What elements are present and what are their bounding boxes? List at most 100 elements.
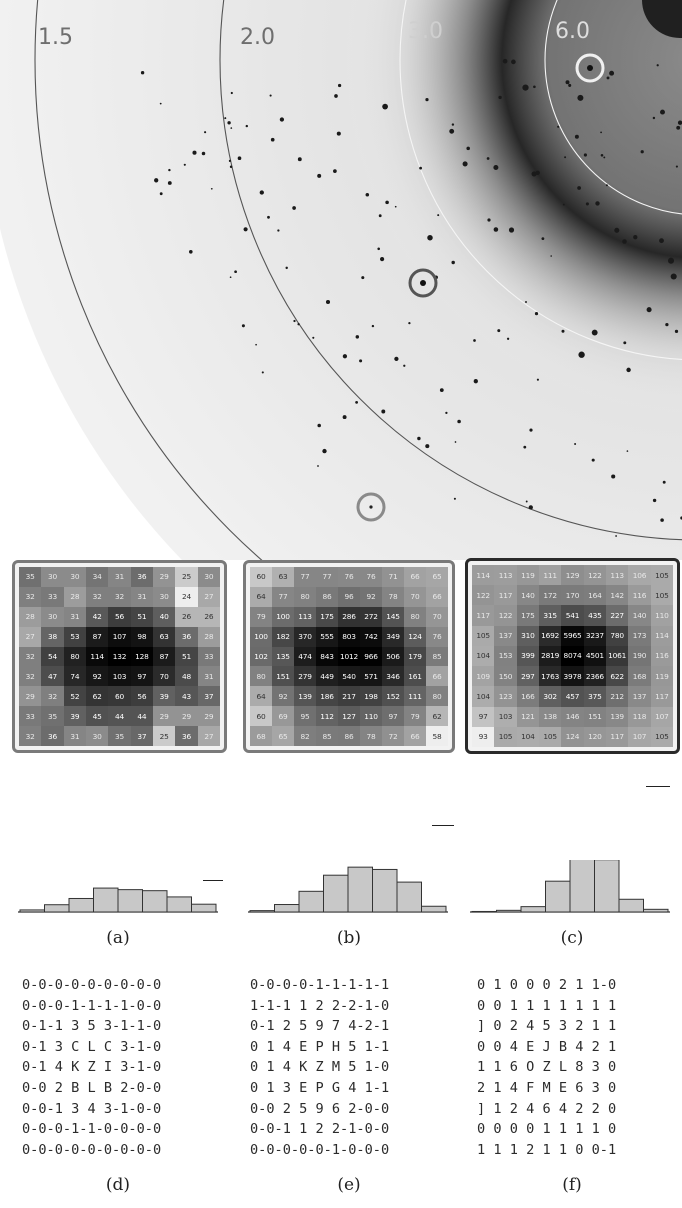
char-grid-row: 0 1 4 E P H 5 1-1 (250, 1038, 390, 1055)
reflection-spot (408, 321, 411, 325)
histogram-bar (249, 910, 275, 913)
reflection-spot (237, 156, 242, 161)
char-grid-row: 0-0-0-0-0-0-0-0-0 (22, 1141, 162, 1158)
pixel-cell: 56 (108, 606, 131, 627)
reflection-spot (224, 117, 227, 120)
pixel-cell: 64 (250, 686, 272, 707)
pixel-cell: 346 (382, 666, 404, 687)
pixel-cell: 103 (108, 666, 131, 687)
histogram-bar (191, 903, 217, 913)
reflection-spot (259, 190, 264, 195)
pixel-cell: 540 (338, 666, 360, 687)
pixel-cell: 38 (41, 626, 64, 647)
pixel-cell: 123 (494, 686, 517, 707)
pixel-cell: 122 (583, 565, 606, 586)
pixel-cell: 66 (404, 567, 426, 587)
reflection-spot (336, 131, 341, 136)
pixel-cell: 86 (338, 726, 360, 746)
reflection-spot (486, 157, 490, 160)
char-grid-row: 0-0-0-0-0-1-0-0-0 (250, 1141, 390, 1158)
reflection-spot (229, 165, 233, 168)
pixel-cell: 53 (63, 626, 86, 647)
reflection-spot (557, 125, 560, 128)
char-grid-row: ] 0 2 4 5 3 2 1 1 (477, 1018, 617, 1035)
pixel-cell: 286 (338, 606, 360, 627)
pixel-cell: 96 (338, 586, 360, 607)
reflection-spot (611, 474, 616, 479)
pixel-cell: 4501 (583, 645, 606, 667)
reflection-spot (382, 103, 388, 110)
pixel-cell: 85 (316, 726, 338, 746)
pixel-cell: 78 (360, 726, 382, 746)
pixel-cell: 153 (494, 645, 517, 667)
reflection-spot (377, 247, 380, 251)
char-grid-row: 0-0-1 3 4 3-1-0-0 (22, 1100, 162, 1117)
pixel-cell: 29 (175, 706, 198, 727)
char-grid-row: 0-0 2 5 9 6 2-0-0 (250, 1100, 390, 1117)
pixel-grid-panel-b: 60 63 77 77 76 76 71 66 65 64 77 80 86 96 92 78 70 66 79 10… (243, 560, 455, 753)
char-grid-row: 0-1 3 C L C 3-1-0 (22, 1038, 162, 1055)
reflection-spot (342, 415, 347, 420)
reflection-spot (626, 450, 629, 452)
pixel-cell: 77 (272, 586, 294, 607)
pixel-cell: 103 (494, 706, 517, 727)
pixel-cell: 121 (516, 706, 539, 727)
reflection-spot (670, 273, 677, 280)
resolution-ring-2.0 (219, 0, 682, 541)
pixel-cell: 74 (63, 666, 86, 687)
reflection-spot (227, 121, 231, 125)
pixel-cell: 5965 (561, 625, 584, 646)
pixel-cell: 92 (360, 586, 382, 607)
reflection-spot (312, 336, 315, 339)
pixel-cell: 44 (130, 706, 153, 727)
reflection-spot (234, 270, 237, 274)
pixel-cell: 76 (360, 567, 382, 587)
pixel-cell: 30 (63, 567, 86, 587)
char-grid-row: 0-0-0-1-1-0-0-0-0 (22, 1121, 162, 1138)
reflection-spot (600, 154, 604, 157)
pixel-cell: 97 (130, 666, 153, 687)
pixel-cell: 66 (404, 726, 426, 746)
reflection-spot (535, 170, 540, 175)
pixel-cell: 370 (294, 626, 316, 647)
reflection-spot (533, 85, 536, 89)
reflection-spot (439, 388, 444, 392)
reflection-spot (487, 218, 491, 222)
char-grid-f: 0 1 0 0 0 2 1 1-0 0 0 1 1 1 1 1 1 1] 0 2 … (477, 975, 616, 1160)
reflection-spot (675, 165, 678, 168)
reflection-spot (317, 173, 322, 178)
pixel-cell: 98 (130, 626, 153, 647)
pixel-cell: 87 (153, 646, 176, 667)
pixel-cell: 69 (272, 706, 294, 727)
reflection-spot (525, 500, 528, 503)
pixel-cell: 80 (294, 586, 316, 607)
pixel-cell: 164 (583, 585, 606, 606)
pixel-cell: 32 (19, 586, 42, 607)
reflection-spot (333, 169, 337, 173)
pixel-cell: 302 (539, 686, 562, 707)
pixel-cell: 173 (628, 625, 651, 646)
reflection-spot (531, 171, 537, 177)
pixel-cell: 77 (294, 567, 316, 587)
pixel-grid-panel-c: 114 113 119 111 129 122 113 106 105 122 117 140 172 1… (465, 558, 680, 754)
reflection-spot (577, 186, 581, 190)
pixel-cell: 186 (316, 686, 338, 707)
pixel-cell: 56 (130, 686, 153, 707)
reflection-spot (403, 364, 406, 367)
reflection-spot (292, 206, 296, 210)
reflection-spot (189, 250, 193, 254)
pixel-cell: 139 (294, 686, 316, 707)
reflection-spot (595, 201, 600, 206)
pixel-cell: 105 (494, 726, 517, 747)
pixel-cell: 129 (561, 565, 584, 586)
char-grid-e: 0-0-0-0-1-1-1-1-1 1-1-1 1 2 2-2-1-0 0-1 2 … (250, 975, 389, 1160)
pixel-cell: 31 (130, 586, 153, 607)
reflection-spot (652, 498, 657, 503)
reflection-spot (230, 91, 233, 95)
pixel-grid-a: 35 30 30 34 31 36 29 25 30 32 33 28 32 32 31 30 24 27 28 30… (19, 567, 220, 746)
pixel-cell: 118 (628, 706, 651, 727)
pixel-cell: 33 (19, 706, 42, 727)
pixel-cell: 82 (294, 726, 316, 746)
reflection-spot (427, 234, 433, 241)
pixel-cell: 122 (472, 585, 495, 606)
